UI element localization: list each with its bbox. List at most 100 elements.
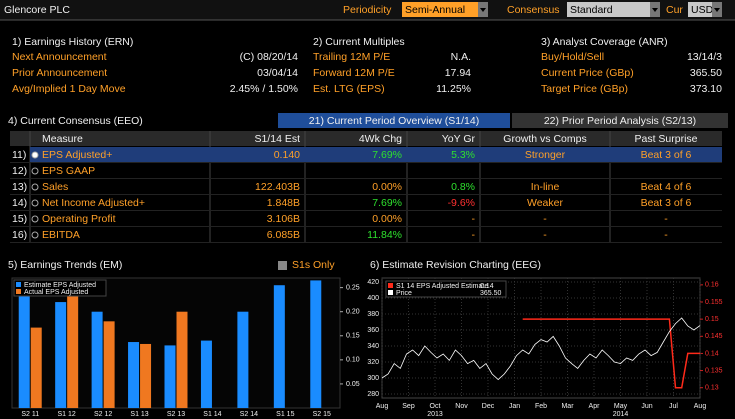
x-tick-label: Nov [455,403,468,410]
field-value: 2.45% / 1.50% [230,83,298,95]
table-cell: 1.848B [267,197,300,209]
bar [273,285,285,408]
bar [67,282,79,408]
radio-button[interactable] [31,199,39,207]
periodicity-dropdown-box[interactable] [402,2,478,17]
chart-title[interactable]: 5) Earnings Trends (EM) [8,259,122,271]
bar [91,311,103,408]
x-tick-label: Sep [402,403,415,410]
radio-button[interactable] [31,183,39,191]
field-label: Avg/Implied 1 Day Move [12,83,126,95]
x-tick-label: May [614,403,628,410]
selected-row[interactable] [30,147,722,162]
legend-label: S1 14 EPS Adjusted Estimate [396,283,488,290]
periodicity-dropdown-arrow[interactable] [480,8,486,12]
radio-button[interactable] [31,151,39,159]
row-number[interactable]: 15) [12,213,27,225]
section-title[interactable]: 4) Current Consensus (EEO) [8,115,143,127]
currency-dropdown-arrow[interactable] [714,8,720,12]
x-tick-label: S1 14 [203,411,221,418]
column-header: 4Wk Chg [359,133,402,145]
legend-swatch [388,290,393,295]
tab[interactable] [512,113,728,128]
currency-dropdown[interactable]: USD [691,4,714,16]
year-label: 2013 [427,411,443,418]
checkbox-label[interactable]: S1s Only [292,259,335,271]
legend-label: Actual EPS Adjusted [24,289,88,296]
field-value: 11.25% [436,83,471,95]
field-label: Forward 12M P/E [313,67,395,79]
field-value: (C) 08/20/14 [240,51,299,63]
legend-swatch [16,282,21,287]
x-tick-label: Mar [561,403,574,410]
tab-label[interactable]: 21) Current Period Overview (S1/14) [309,115,479,127]
field-label: Next Announcement [12,51,107,63]
x-tick-label: S2 12 [94,411,112,418]
currency-label: Cur [666,4,683,16]
y2-tick-label: 0.155 [705,299,723,306]
table-cell: 122.403B [255,181,300,193]
y2-tick-label: 0.145 [705,333,723,340]
table-cell: Beat 3 of 6 [641,149,692,161]
x-tick-label: Dec [482,403,495,410]
field-value: N.A. [451,51,471,63]
table-header-row [10,131,722,146]
periodicity-label: Periodicity [343,4,392,16]
checkbox[interactable] [278,261,287,270]
panel-title[interactable]: 2) Current Multiples [313,36,405,48]
bar [237,311,249,408]
panel-title[interactable]: 3) Analyst Coverage (ANR) [541,36,668,48]
row-number[interactable]: 14) [12,197,27,209]
table-cell: Beat 3 of 6 [641,197,692,209]
x-tick-label: Jan [509,403,520,410]
bar [164,345,176,408]
table-cell: EBITDA [42,229,80,241]
series-line [381,317,701,381]
consensus-dropdown-box[interactable] [567,2,650,17]
bar [140,343,152,408]
tab[interactable] [278,113,510,128]
row-number[interactable]: 16) [12,229,27,241]
table-cell: 0.140 [274,149,300,161]
legend-value: 0.14 [480,283,494,290]
y2-tick-label: 0.13 [705,385,719,392]
currency-dropdown-box[interactable] [688,2,712,17]
y-tick-label: 0.25 [346,284,360,291]
table-cell: - [472,229,476,241]
table-cell: - [664,229,668,241]
periodicity-dropdown[interactable]: Semi-Annual [405,4,465,16]
radio-button[interactable] [31,231,39,239]
table-cell: Sales [42,181,68,193]
y2-tick-label: 0.16 [705,282,719,289]
radio-button[interactable] [31,167,39,175]
table-cell: 5.3% [451,149,475,161]
legend-swatch [388,283,393,288]
y2-tick-label: 0.14 [705,350,719,357]
tab-label[interactable]: 22) Prior Period Analysis (S2/13) [544,115,696,127]
table-cell: 0.00% [372,213,402,225]
bar [128,342,140,408]
top-bar [0,0,735,20]
chart-title[interactable]: 6) Estimate Revision Charting (EEG) [370,259,541,271]
row-number[interactable]: 12) [12,165,27,177]
consensus-dropdown[interactable]: Standard [570,4,613,16]
row-number[interactable]: 13) [12,181,27,193]
field-label: Buy/Hold/Sell [541,51,604,63]
table-cell: 7.69% [372,197,402,209]
bar [18,292,30,408]
panel-title[interactable]: 1) Earnings History (ERN) [12,36,133,48]
y-tick-label: 340 [367,343,379,350]
x-tick-label: S2 11 [21,411,39,418]
field-label: Target Price (GBp) [541,83,628,95]
x-tick-label: Oct [430,403,441,410]
x-tick-label: Apr [589,403,601,410]
row-number[interactable]: 11) [12,149,26,161]
table-cell: 11.84% [367,229,402,241]
legend-swatch [16,289,21,294]
y2-tick-label: 0.15 [705,316,719,323]
column-header: Measure [42,133,83,145]
table-cell: In-line [531,181,560,193]
radio-button[interactable] [31,215,39,223]
consensus-dropdown-arrow[interactable] [652,8,658,12]
legend-box [385,280,507,298]
